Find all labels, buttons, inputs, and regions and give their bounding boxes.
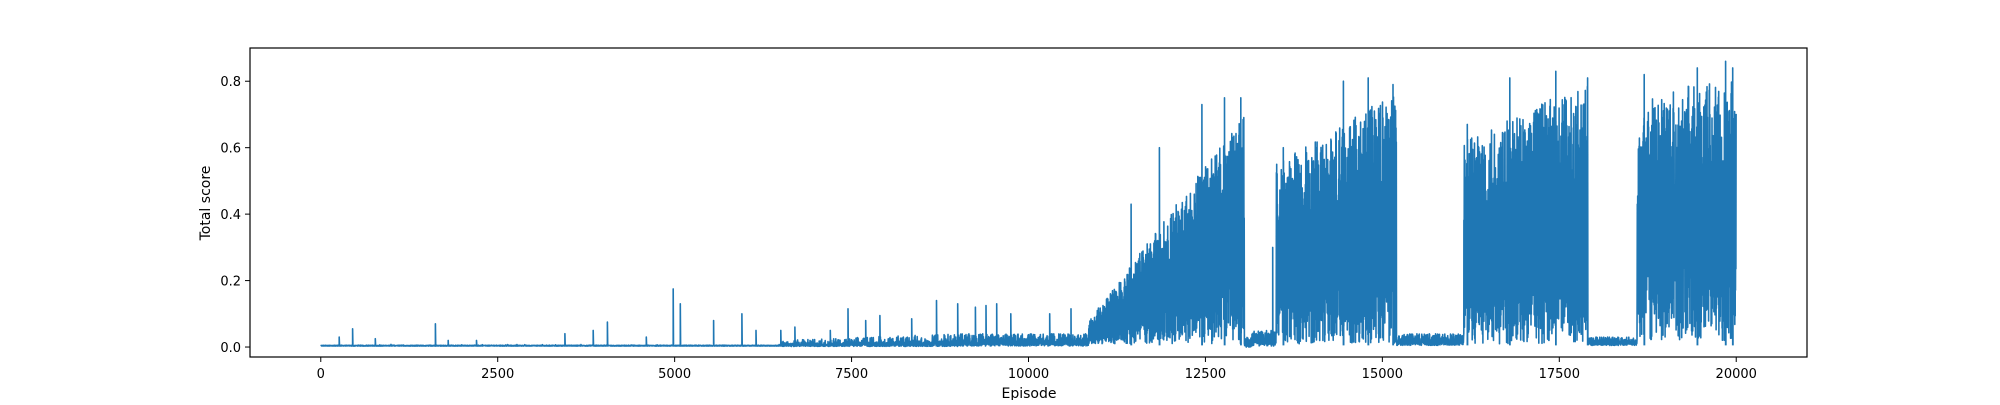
y-tick-label: 0.8 [220, 75, 241, 90]
x-tick-label: 20000 [1716, 367, 1757, 382]
plot-area [320, 60, 1737, 348]
y-tick-label: 0.0 [220, 341, 241, 356]
x-tick-label: 15000 [1362, 367, 1403, 382]
x-tick-label: 2500 [481, 367, 514, 382]
x-tick-label: 5000 [658, 367, 691, 382]
x-tick-label: 10000 [1008, 367, 1049, 382]
y-axis-label: Total score [198, 166, 214, 242]
y-tick-label: 0.4 [220, 208, 241, 223]
y-tick-label: 0.2 [220, 275, 241, 290]
x-tick-label: 7500 [835, 367, 868, 382]
x-tick-label: 12500 [1185, 367, 1226, 382]
y-tick-label: 0.6 [220, 142, 241, 157]
axes: 0 2500 5000 7500 10000 12500 15000 17500 20000 0.… [220, 47, 1808, 382]
series-line [320, 60, 1737, 348]
x-tick-label: 0 [317, 367, 325, 382]
x-tick-label: 17500 [1539, 367, 1580, 382]
x-axis-label: Episode [1002, 386, 1057, 400]
